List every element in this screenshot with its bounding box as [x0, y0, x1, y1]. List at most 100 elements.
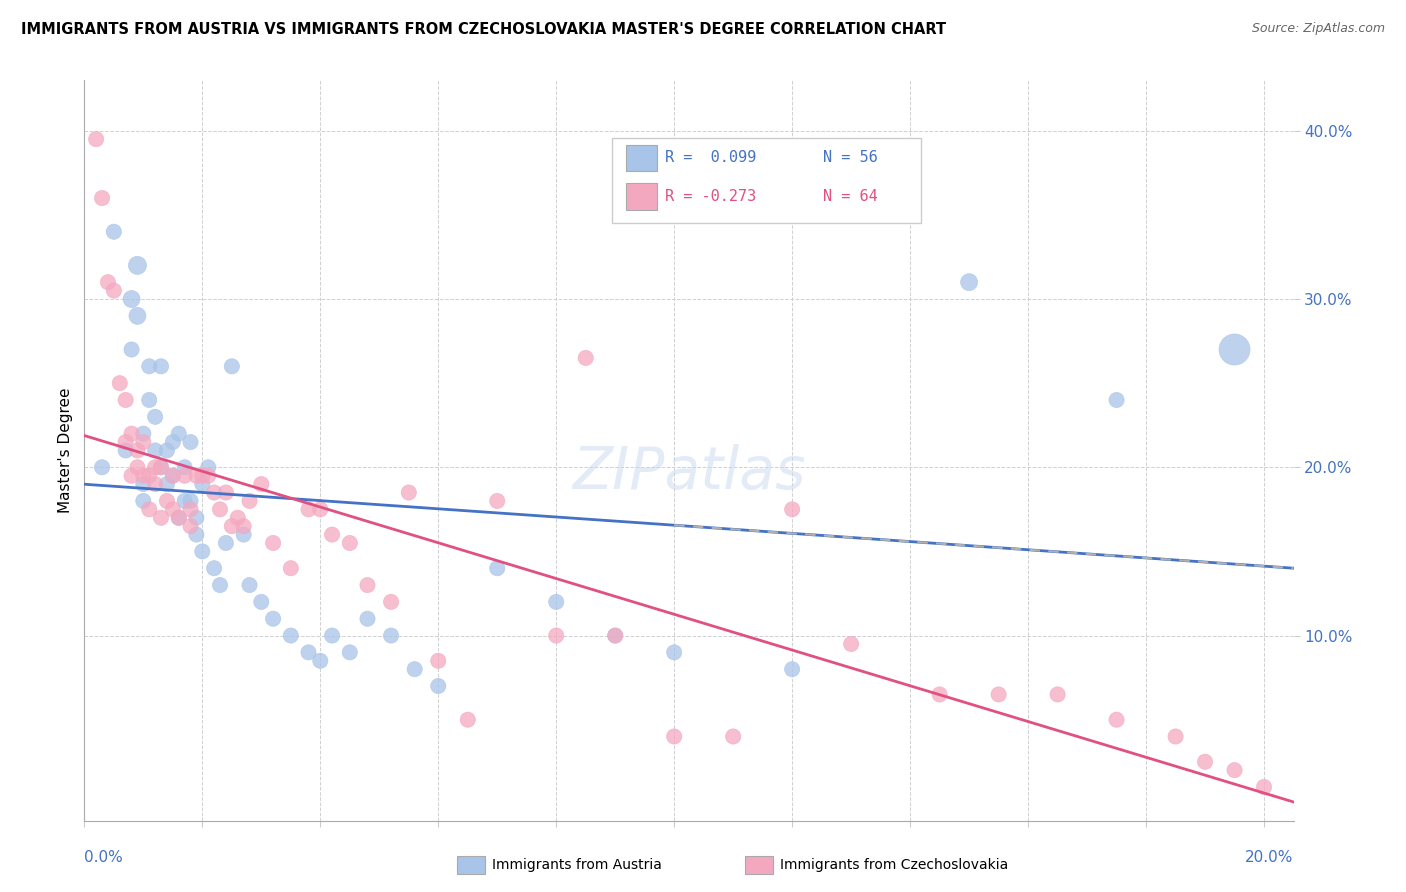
Point [280, 561, 302, 575]
Point [197, 468, 219, 483]
Point [486, 494, 509, 508]
Point [156, 443, 179, 458]
Point [103, 225, 125, 239]
Point [191, 468, 214, 483]
Point [309, 502, 332, 516]
Point [150, 460, 173, 475]
Point [250, 595, 273, 609]
Point [173, 460, 195, 475]
Point [546, 628, 568, 642]
Point [202, 561, 225, 575]
Point [191, 477, 214, 491]
Text: Source: ZipAtlas.com: Source: ZipAtlas.com [1251, 22, 1385, 36]
Point [238, 578, 260, 592]
Point [132, 426, 155, 441]
Point [138, 392, 160, 407]
Point [605, 628, 627, 642]
Point [138, 359, 160, 374]
Point [1253, 780, 1275, 794]
Point [839, 637, 862, 651]
Point [721, 730, 744, 744]
Point [221, 359, 243, 374]
Point [208, 578, 231, 592]
Point [262, 612, 284, 626]
Point [114, 443, 136, 458]
Point [173, 494, 195, 508]
Point [1223, 343, 1246, 357]
Point [127, 443, 149, 458]
Point [127, 259, 149, 273]
Point [1164, 730, 1187, 744]
Point [150, 510, 173, 524]
Point [91, 460, 114, 475]
Point [132, 494, 155, 508]
Point [297, 645, 319, 659]
Point [191, 544, 214, 558]
Point [664, 730, 686, 744]
Point [356, 578, 378, 592]
Point [143, 409, 166, 424]
Text: IMMIGRANTS FROM AUSTRIA VS IMMIGRANTS FROM CZECHOSLOVAKIA MASTER'S DEGREE CORREL: IMMIGRANTS FROM AUSTRIA VS IMMIGRANTS FR… [21, 22, 946, 37]
Point [398, 485, 420, 500]
Point [180, 502, 202, 516]
Point [186, 527, 208, 541]
Point [114, 392, 136, 407]
Point [121, 426, 143, 441]
Point [121, 343, 143, 357]
Point [103, 284, 125, 298]
Text: N = 64: N = 64 [823, 189, 877, 203]
Y-axis label: Master's Degree: Master's Degree [58, 388, 73, 513]
Point [162, 468, 184, 483]
Point [605, 628, 627, 642]
Point [127, 460, 149, 475]
Point [162, 468, 184, 483]
Point [138, 502, 160, 516]
Point [202, 485, 225, 500]
Point [114, 435, 136, 450]
Point [780, 502, 803, 516]
Point [186, 510, 208, 524]
Point [238, 494, 260, 508]
Point [84, 132, 107, 146]
Point [132, 477, 155, 491]
Point [356, 612, 378, 626]
Point [575, 351, 598, 365]
Point [180, 519, 202, 533]
Point [167, 510, 190, 524]
Point [404, 662, 426, 676]
Point [664, 645, 686, 659]
Point [546, 595, 568, 609]
Point [150, 460, 173, 475]
Text: Immigrants from Austria: Immigrants from Austria [492, 858, 662, 872]
Point [143, 443, 166, 458]
Point [309, 654, 332, 668]
Point [132, 468, 155, 483]
Point [162, 502, 184, 516]
Point [1105, 713, 1128, 727]
Point [1046, 688, 1069, 702]
Point [162, 435, 184, 450]
Text: R = -0.273: R = -0.273 [665, 189, 756, 203]
Point [127, 309, 149, 323]
Text: R =  0.099: R = 0.099 [665, 151, 756, 165]
Point [1223, 763, 1246, 777]
Point [280, 628, 302, 642]
Point [232, 527, 254, 541]
Point [156, 494, 179, 508]
Point [232, 519, 254, 533]
Point [167, 426, 190, 441]
Point [957, 275, 980, 289]
Point [486, 561, 509, 575]
Point [226, 510, 249, 524]
Point [1105, 392, 1128, 407]
Point [156, 477, 179, 491]
Text: 0.0%: 0.0% [84, 850, 124, 865]
Point [121, 292, 143, 306]
Point [457, 713, 479, 727]
Point [121, 468, 143, 483]
Point [427, 654, 450, 668]
Point [132, 435, 155, 450]
Point [173, 468, 195, 483]
Point [108, 376, 131, 391]
Point [339, 645, 361, 659]
